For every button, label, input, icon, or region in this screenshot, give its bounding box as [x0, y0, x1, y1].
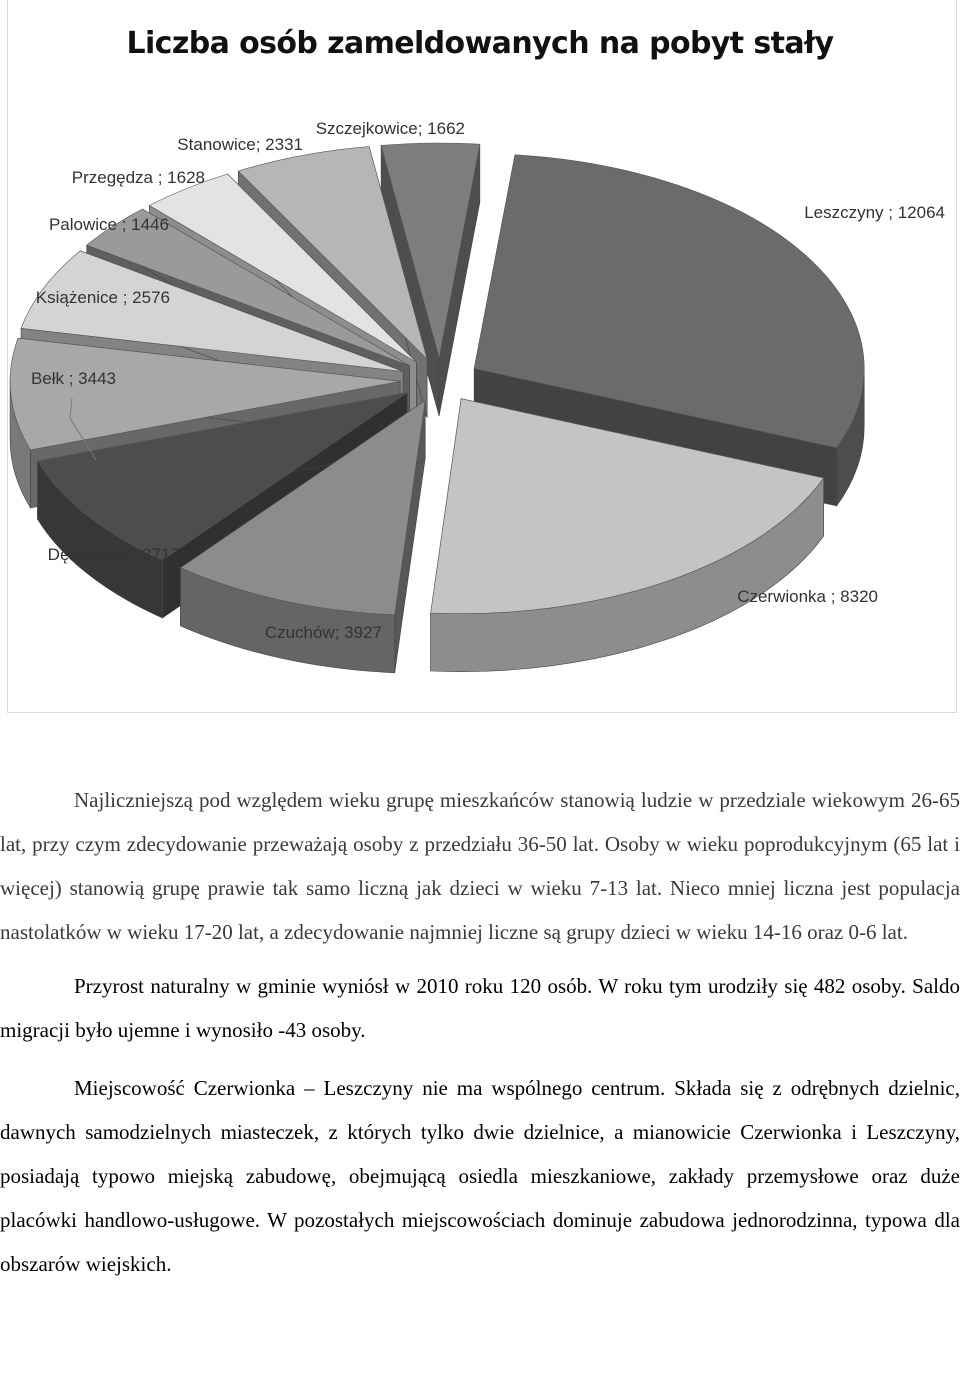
slice-top-face: [179, 399, 426, 616]
pie-slice-leszczyny: [473, 154, 865, 507]
data-label-d-bie-sko: Dębieńsko ; 3717: [48, 545, 180, 564]
slice-top-face: [380, 142, 481, 359]
label-leader-line: [69, 397, 97, 461]
slice-top-face: [430, 398, 825, 614]
slice-top-face: [37, 392, 408, 561]
pie-slice-czerwionka: [430, 398, 825, 672]
slice-top-face: [237, 146, 428, 361]
slice-top-face: [148, 173, 417, 363]
data-label-ksi-enice: Książenice ; 2576: [36, 288, 170, 307]
data-label-stanowice: Stanowice; 2331: [177, 135, 303, 154]
paragraph-age-structure: Najliczniejszą pod względem wieku grupę …: [0, 788, 960, 944]
data-label-przeg-dza: Przegędza ; 1628: [72, 168, 205, 187]
data-label-czuch-w: Czuchów; 3927: [265, 623, 382, 642]
chart-title: Liczba osób zameldowanych na pobyt stały: [126, 26, 834, 61]
data-label-leszczyny: Leszczyny ; 12064: [804, 203, 945, 222]
data-label-palowice: Palowice ; 1446: [49, 215, 169, 234]
body-text: Najliczniejszą pod względem wieku grupę …: [0, 778, 960, 1286]
data-label-czerwionka: Czerwionka ; 8320: [737, 587, 878, 606]
data-label-szczejkowice: Szczejkowice; 1662: [316, 119, 465, 138]
slice-top-face: [86, 208, 410, 367]
slice-top-face: [9, 337, 401, 451]
pie-slice-szczejkowice: [380, 142, 481, 417]
pie-slice-czuch-w: [179, 399, 426, 674]
exploded-pie-chart: Leszczyny ; 12064 Czerwionka ; 8320 Czuchó…: [9, 119, 945, 674]
paragraph-natural-growth: Przyrost naturalny w gminie wyniósł w 20…: [0, 974, 960, 1042]
slice-top-face: [20, 250, 404, 372]
paragraph-town-structure: Miejscowość Czerwionka – Leszczyny nie m…: [0, 1076, 960, 1276]
slice-top-face: [473, 154, 865, 449]
data-label-be-k: Bełk ; 3443: [31, 369, 116, 388]
